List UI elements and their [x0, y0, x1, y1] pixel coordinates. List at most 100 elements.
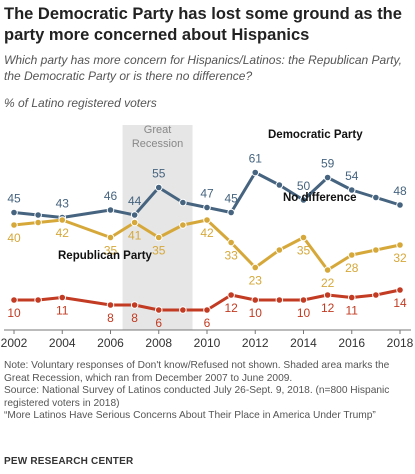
- marker: [323, 291, 332, 299]
- marker: [179, 221, 187, 229]
- marker: [58, 293, 67, 302]
- data-label: 35: [297, 244, 311, 258]
- data-label: 6: [204, 316, 211, 330]
- source: Source: National Survey of Latinos condu…: [4, 385, 390, 409]
- marker: [347, 293, 356, 302]
- marker: [34, 211, 42, 219]
- marker: [275, 246, 284, 254]
- marker: [203, 203, 211, 212]
- x-tick-label: 2004: [49, 336, 76, 350]
- chart-subtitle: Which party has more concern for Hispani…: [4, 53, 402, 83]
- data-label: 59: [321, 157, 335, 171]
- series-label: Democratic Party: [268, 129, 363, 141]
- x-tick-label: 2006: [97, 336, 124, 350]
- note: Note: Voluntary responses of Don't know/…: [4, 360, 390, 384]
- marker: [34, 218, 42, 227]
- unit-label: % of Latino registered voters: [4, 96, 157, 110]
- marker: [154, 183, 163, 192]
- series-label: Republican Party: [58, 250, 153, 262]
- chart-title: The Democratic Party has lost some groun…: [4, 5, 402, 44]
- marker: [179, 198, 187, 207]
- marker: [299, 233, 308, 242]
- marker: [372, 246, 380, 254]
- marker: [275, 181, 284, 189]
- marker: [130, 301, 139, 309]
- marker: [10, 296, 18, 304]
- x-tick-label: 2002: [1, 336, 28, 350]
- marker: [227, 291, 235, 299]
- notes: Note: Voluntary responses of Don't know/…: [4, 360, 412, 423]
- x-tick-label: 2012: [242, 336, 269, 350]
- data-label: 32: [393, 251, 407, 265]
- data-label: 61: [249, 152, 263, 166]
- marker: [396, 201, 404, 209]
- marker: [251, 263, 260, 272]
- data-label: 42: [56, 226, 70, 240]
- data-label: 46: [104, 189, 118, 203]
- data-label: 28: [345, 261, 359, 275]
- marker: [130, 218, 139, 227]
- marker: [179, 306, 187, 314]
- data-label: 54: [345, 169, 359, 183]
- x-tick-label: 2016: [338, 336, 365, 350]
- marker: [347, 251, 356, 259]
- data-label: 6: [155, 316, 162, 330]
- marker: [227, 238, 235, 247]
- marker: [154, 233, 163, 242]
- data-label: 45: [7, 192, 21, 206]
- marker: [203, 306, 211, 314]
- marker: [396, 241, 404, 249]
- data-label: 41: [128, 229, 142, 243]
- data-label: 22: [321, 276, 335, 290]
- data-label: 10: [297, 306, 311, 320]
- series-label: No difference: [283, 192, 357, 204]
- data-label: 11: [56, 304, 69, 318]
- marker: [106, 301, 115, 309]
- x-tick-label: 2010: [194, 336, 221, 350]
- marker: [299, 296, 308, 304]
- marker: [372, 193, 380, 202]
- data-label: 10: [7, 306, 21, 320]
- marker: [10, 208, 18, 217]
- data-label: 55: [152, 167, 166, 181]
- marker: [10, 221, 18, 229]
- marker: [106, 233, 115, 242]
- marker: [372, 291, 380, 299]
- data-label: 8: [107, 311, 114, 325]
- marker: [130, 211, 139, 219]
- data-label: 33: [224, 249, 238, 263]
- data-label: 12: [321, 301, 335, 315]
- marker: [34, 296, 42, 304]
- data-label: 23: [249, 274, 263, 288]
- marker: [154, 306, 163, 314]
- data-label: 47: [200, 187, 214, 201]
- data-label: 48: [393, 184, 407, 198]
- data-label: 42: [200, 226, 214, 240]
- marker: [396, 286, 404, 294]
- marker: [106, 206, 115, 214]
- shade-label: Great: [144, 124, 172, 136]
- data-label: 11: [346, 304, 359, 318]
- marker: [275, 296, 284, 304]
- marker: [203, 216, 211, 224]
- marker: [323, 266, 332, 274]
- marker: [227, 208, 235, 217]
- data-label: 43: [56, 197, 70, 211]
- line: [13, 171, 401, 219]
- marker: [251, 296, 260, 304]
- chart: Great Recession 2002 2004 2006 2008 2010 2012 20…: [1, 124, 414, 350]
- data-label: 44: [128, 194, 142, 208]
- footer: PEW RESEARCH CENTER: [4, 456, 134, 467]
- data-label: 50: [297, 179, 311, 193]
- line: [13, 218, 401, 272]
- line: [14, 288, 401, 312]
- marker: [323, 173, 332, 182]
- data-label: 12: [224, 301, 238, 315]
- data-label: 35: [104, 244, 118, 258]
- x-tick-label: 2008: [145, 336, 172, 350]
- data-label: 40: [7, 231, 21, 245]
- data-label: 45: [224, 192, 238, 206]
- data-label: 35: [152, 244, 166, 258]
- x-tick-label: 2014: [290, 336, 317, 350]
